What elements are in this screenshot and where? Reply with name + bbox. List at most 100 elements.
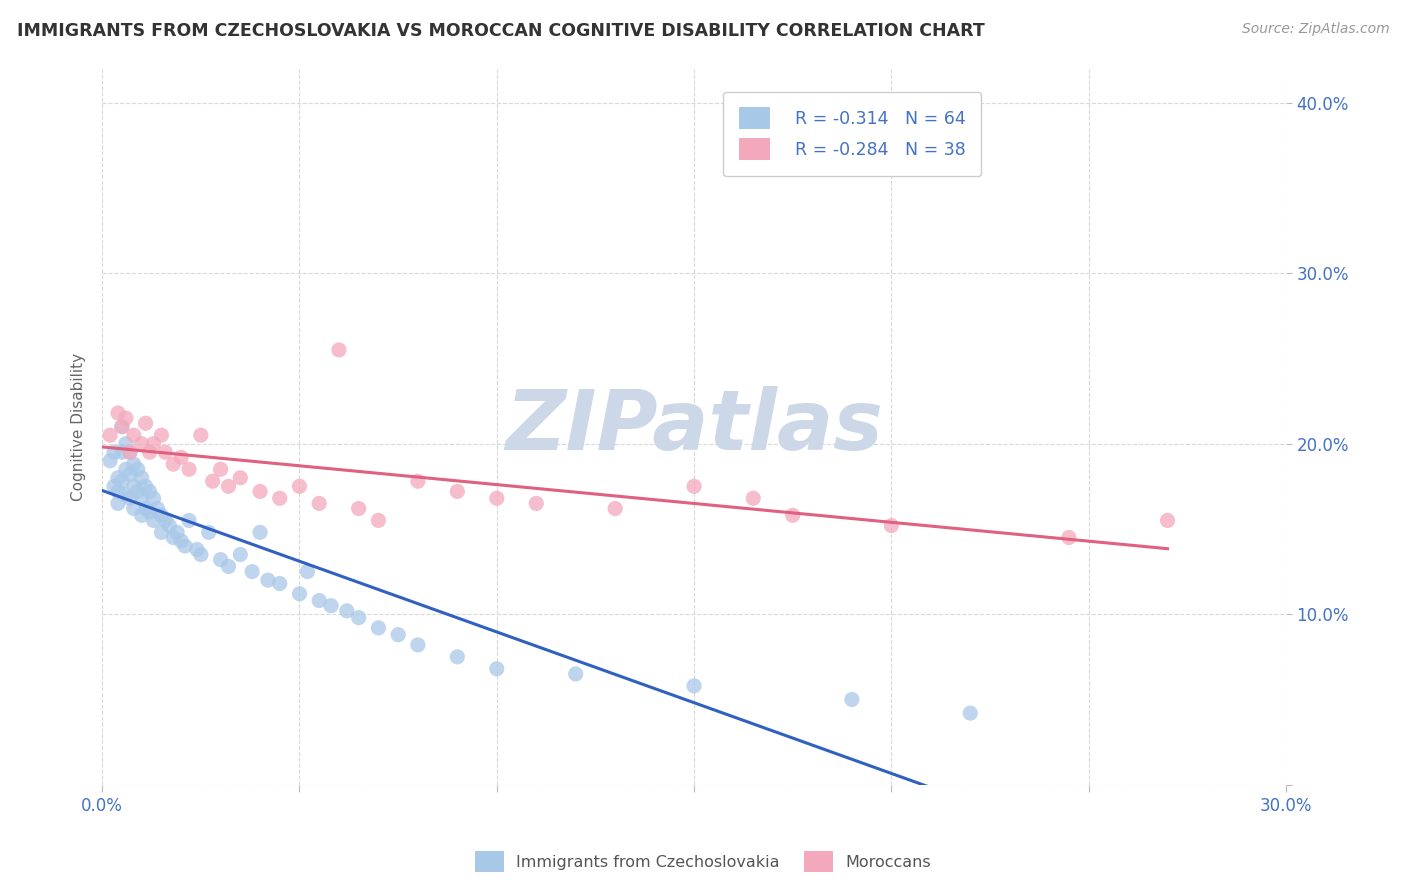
Point <box>190 428 212 442</box>
Point <box>118 445 141 459</box>
Point <box>841 692 863 706</box>
Point <box>288 479 311 493</box>
Point <box>107 406 129 420</box>
Point <box>155 513 177 527</box>
Point <box>138 484 160 499</box>
Point <box>122 479 145 493</box>
Point <box>142 436 165 450</box>
Point <box>367 513 389 527</box>
Point <box>131 436 153 450</box>
Point <box>150 428 173 442</box>
Legend:   R = -0.314   N = 64,   R = -0.284   N = 38: R = -0.314 N = 64, R = -0.284 N = 38 <box>723 92 981 176</box>
Point <box>1057 531 1080 545</box>
Point <box>1156 513 1178 527</box>
Point <box>880 518 903 533</box>
Point <box>297 565 319 579</box>
Point <box>157 518 180 533</box>
Point <box>336 604 359 618</box>
Point <box>142 491 165 506</box>
Point <box>107 496 129 510</box>
Point <box>288 587 311 601</box>
Point <box>98 454 121 468</box>
Point <box>135 479 157 493</box>
Point <box>115 436 138 450</box>
Point <box>127 484 149 499</box>
Point <box>197 525 219 540</box>
Point <box>118 491 141 506</box>
Point <box>103 479 125 493</box>
Point <box>146 501 169 516</box>
Point <box>217 479 239 493</box>
Point <box>257 573 280 587</box>
Point <box>742 491 765 506</box>
Point <box>209 462 232 476</box>
Point <box>367 621 389 635</box>
Point <box>170 450 193 465</box>
Point <box>308 496 330 510</box>
Text: IMMIGRANTS FROM CZECHOSLOVAKIA VS MOROCCAN COGNITIVE DISABILITY CORRELATION CHAR: IMMIGRANTS FROM CZECHOSLOVAKIA VS MOROCC… <box>17 22 984 40</box>
Point <box>103 445 125 459</box>
Point <box>131 508 153 523</box>
Point <box>249 525 271 540</box>
Point <box>959 706 981 720</box>
Point <box>111 445 134 459</box>
Point <box>122 428 145 442</box>
Point <box>564 667 586 681</box>
Point <box>209 552 232 566</box>
Text: ZIPatlas: ZIPatlas <box>505 386 883 467</box>
Point <box>406 474 429 488</box>
Point <box>150 508 173 523</box>
Point <box>135 501 157 516</box>
Point <box>229 548 252 562</box>
Point <box>107 471 129 485</box>
Point <box>122 457 145 471</box>
Point <box>170 533 193 548</box>
Point <box>118 445 141 459</box>
Point <box>127 462 149 476</box>
Point <box>683 479 706 493</box>
Point <box>177 513 200 527</box>
Point <box>605 501 627 516</box>
Point <box>155 445 177 459</box>
Point <box>115 488 138 502</box>
Point <box>162 457 184 471</box>
Point <box>446 649 468 664</box>
Point <box>174 539 197 553</box>
Point <box>118 467 141 482</box>
Point <box>485 662 508 676</box>
Point <box>138 505 160 519</box>
Point <box>135 416 157 430</box>
Point <box>347 610 370 624</box>
Point <box>683 679 706 693</box>
Point <box>319 599 342 613</box>
Point <box>111 419 134 434</box>
Point <box>328 343 350 357</box>
Y-axis label: Cognitive Disability: Cognitive Disability <box>72 352 86 500</box>
Point <box>217 559 239 574</box>
Point <box>107 484 129 499</box>
Point <box>782 508 804 523</box>
Point <box>115 462 138 476</box>
Point <box>524 496 547 510</box>
Point <box>131 491 153 506</box>
Point <box>269 576 291 591</box>
Point <box>387 628 409 642</box>
Point <box>186 542 208 557</box>
Point <box>269 491 291 506</box>
Point <box>115 411 138 425</box>
Point <box>131 471 153 485</box>
Point <box>190 548 212 562</box>
Point <box>142 513 165 527</box>
Point <box>201 474 224 488</box>
Point <box>98 428 121 442</box>
Point <box>150 525 173 540</box>
Point <box>249 484 271 499</box>
Point <box>446 484 468 499</box>
Point <box>111 474 134 488</box>
Point <box>485 491 508 506</box>
Point <box>166 525 188 540</box>
Point <box>177 462 200 476</box>
Point <box>347 501 370 516</box>
Point <box>138 445 160 459</box>
Point <box>240 565 263 579</box>
